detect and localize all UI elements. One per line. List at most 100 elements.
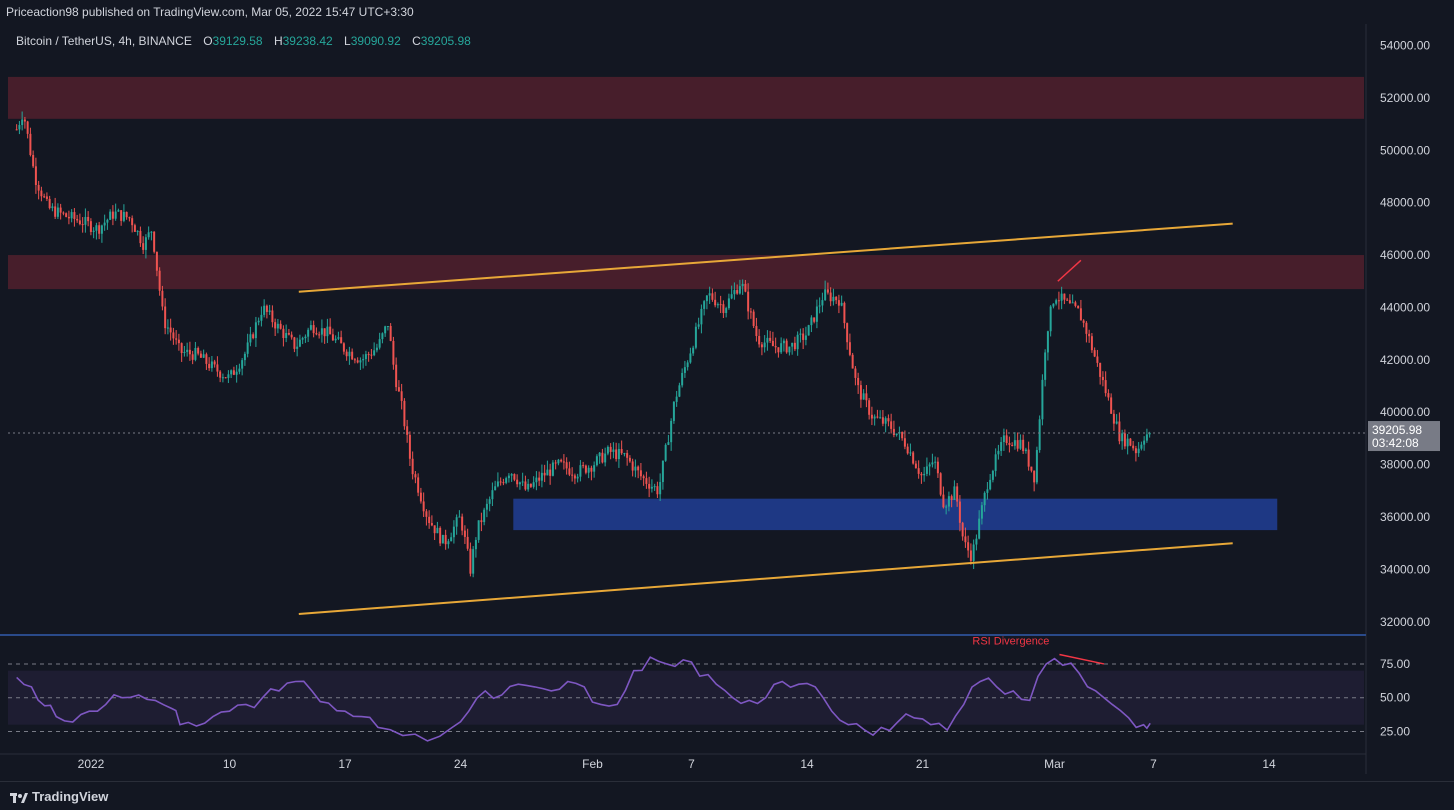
candle-body [659,482,662,495]
candle-body [142,243,145,250]
candle-body [758,336,761,345]
candle-body [373,350,376,356]
candle-body [254,322,257,339]
candle-body [213,361,216,365]
candle-body [144,237,147,250]
candle-body [634,466,637,471]
candle-body [650,486,653,489]
candle-body [1052,303,1055,307]
candle-body [1085,322,1088,334]
candle-body [133,225,136,232]
price-axis-tick: 54000.00 [1380,38,1430,52]
candle-body [186,349,189,352]
price-countdown-label: 03:42:08 [1372,436,1419,450]
candle-body [246,342,249,354]
candle-body [936,461,939,474]
candle-body [587,467,590,473]
tradingview-logo[interactable]: TradingView [10,789,108,804]
candle-body [1101,376,1104,381]
candle-body [260,314,263,321]
candle-body [15,129,18,131]
candle-body [529,483,532,487]
chart-canvas[interactable]: 39205.9803:42:0832000.0034000.0036000.00… [0,24,1454,781]
candle-body [1118,421,1121,442]
candle-body [444,534,447,545]
resistance-zone-1 [8,76,1364,119]
candle-body [238,368,241,372]
candle-body [67,216,70,219]
candle-body [626,453,629,458]
candle-body [98,225,101,234]
candle-body [854,368,857,378]
candle-body [1107,393,1110,398]
candle-body [48,198,51,209]
candle-body [939,473,942,495]
tradingview-brand: TradingView [32,789,109,804]
candle-body [243,353,246,361]
candle-body [122,211,125,221]
candle-body [329,326,332,335]
candle-body [78,220,81,225]
candle-body [307,329,310,337]
time-axis-tick: 7 [688,757,695,771]
candle-body [502,482,505,484]
candle-body [535,477,538,483]
candle-body [73,212,76,219]
candle-body [670,420,673,443]
candle-body [945,506,948,508]
candle-body [749,311,752,313]
candle-body [183,351,186,354]
price-axis-tick: 38000.00 [1380,458,1430,472]
candle-body [672,401,675,421]
candle-body [32,154,35,167]
candle-body [40,190,43,197]
candle-body [59,207,62,213]
candle-body [1126,438,1129,447]
candle-body [131,218,134,226]
candle-body [631,461,634,471]
symbol-legend: Bitcoin / TetherUS, 4h, BINANCE O39129.5… [16,34,471,48]
candle-body [815,306,818,322]
close-value: 39205.98 [420,34,471,48]
candle-body [780,343,783,353]
candle-body [661,460,664,483]
candle-body [909,452,912,454]
candle-body [241,360,244,369]
candle-body [879,417,882,419]
candle-body [100,225,103,234]
candle-body [282,328,285,338]
candle-body [1030,466,1033,471]
candle-body [408,434,411,459]
candle-body [799,333,802,335]
candle-body [755,325,758,337]
candle-body [164,306,167,329]
candle-body [912,452,915,464]
candle-body [274,322,277,329]
candle-body [810,317,813,326]
candle-body [532,482,535,487]
candle-body [331,334,334,341]
candle-body [342,343,345,352]
candle-body [433,525,436,534]
candle-body [403,400,406,427]
candle-body [1082,320,1085,323]
candle-body [881,417,884,424]
candle-body [747,291,750,312]
candle-body [714,299,717,306]
low-label: L [344,34,351,48]
symbol-name[interactable]: Bitcoin / TetherUS, 4h, BINANCE [16,34,192,48]
candle-body [601,452,604,463]
candle-body [807,325,810,336]
candle-body [103,222,106,226]
candle-body [763,342,766,348]
time-axis-tick: 24 [454,757,468,771]
candle-body [1033,470,1036,483]
candle-body [378,339,381,348]
candle-body [296,346,299,349]
candle-body [1099,362,1102,377]
candle-body [752,311,755,326]
candle-body [975,538,978,545]
candle-body [683,367,686,373]
candle-body [991,470,994,480]
candle-body [840,302,843,306]
